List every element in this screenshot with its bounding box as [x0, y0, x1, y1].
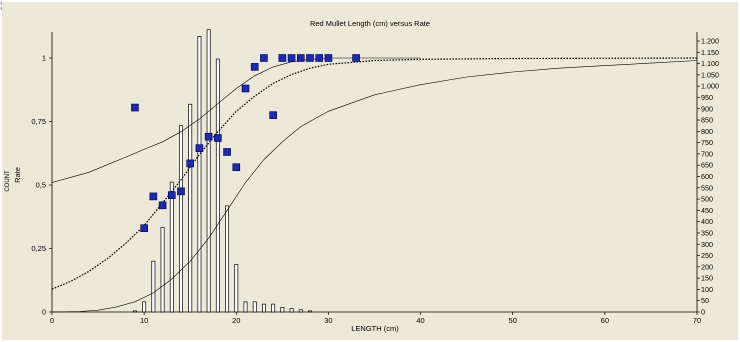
y-axis-label: Rate: [13, 167, 22, 183]
data-point: [352, 54, 360, 62]
bar: [308, 310, 312, 313]
data-point: [269, 111, 277, 119]
bar: [142, 301, 147, 313]
bar: [271, 303, 276, 313]
y-right-tick-label: 850: [701, 116, 713, 125]
clipped-axis-label: COUNT: [5, 170, 11, 192]
data-point: [315, 54, 324, 62]
axes: [49, 32, 700, 315]
data-point: [306, 54, 314, 62]
data-point: [149, 192, 158, 201]
bar: [252, 301, 257, 313]
data-point: [287, 54, 296, 62]
y-right-tick-label: 100: [701, 285, 713, 294]
bar-series: [132, 29, 312, 313]
data-point: [131, 103, 139, 112]
y-right-tick-label: 600: [701, 172, 713, 181]
bar: [215, 58, 220, 313]
data-point: [278, 54, 287, 62]
y-right-tick-label: 1.000: [701, 82, 719, 91]
y-left-tick-label: 0,75: [31, 117, 46, 126]
bar: [298, 309, 303, 313]
data-point: [186, 159, 195, 168]
bar: [289, 308, 294, 313]
y-right-tick-label: 350: [701, 228, 713, 237]
y-left-tick-label: 0,5: [36, 181, 46, 190]
bar: [206, 29, 211, 313]
bar: [234, 264, 239, 313]
y-right-tick-label: 550: [701, 183, 713, 192]
bar: [169, 181, 174, 313]
data-point: [140, 224, 148, 232]
y-right-tick-label: 400: [701, 217, 713, 226]
y-right-tick-label: 950: [701, 93, 713, 102]
point-series: [131, 54, 360, 232]
bar: [197, 36, 202, 313]
x-axis-label: LENGTH (cm): [351, 324, 399, 333]
x-tick-label: 70: [693, 316, 701, 325]
bar: [225, 205, 230, 313]
x-tick-label: 10: [140, 316, 148, 325]
tick-labels: 0 10 20 30 40 50 60 7000,250,50,751050100150200…: [31, 37, 719, 326]
y-right-tick-label: 1.200: [701, 37, 719, 46]
y-right-tick-label: 750: [701, 138, 713, 147]
y-right-tick-label: 250: [701, 251, 713, 260]
x-tick-label: 0: [50, 316, 54, 325]
y-left-tick-label: 1: [42, 54, 46, 63]
data-point: [241, 84, 250, 93]
y-right-tick-label: 1.150: [701, 48, 719, 57]
y-right-tick-label: 500: [701, 195, 713, 204]
data-point: [204, 132, 213, 141]
bar: [179, 125, 183, 313]
data-point: [324, 54, 333, 62]
chart-title: Red Mullet Length (cm) versus Rate: [310, 19, 430, 28]
y-left-tick-label: 0: [42, 308, 46, 317]
bar: [151, 260, 156, 313]
curve-series: [51, 57, 698, 313]
data-point: [214, 134, 222, 142]
x-tick-label: 30: [324, 316, 332, 325]
bar: [160, 226, 165, 313]
y-right-tick-label: 650: [701, 161, 713, 170]
fitted-curve: [51, 57, 698, 290]
bar: [243, 301, 248, 313]
y-right-tick-label: 1.050: [701, 70, 719, 79]
data-point: [223, 148, 231, 156]
y-right-tick-label: 150: [701, 274, 713, 283]
y-right-tick-label: 300: [701, 240, 713, 249]
corner-mark: ¦: [0, 0, 3, 10]
y-left-tick-label: 0,25: [31, 244, 46, 253]
y-right-tick-label: 900: [701, 104, 713, 113]
x-tick-label: 60: [601, 316, 609, 325]
data-point: [260, 54, 268, 62]
y-right-tick-label: 450: [701, 206, 713, 215]
y-right-tick-label: 50: [701, 296, 709, 305]
confidence-curve: [51, 60, 698, 313]
data-point: [296, 54, 305, 62]
y-right-tick-label: 800: [701, 127, 713, 136]
data-point: [250, 63, 259, 71]
data-point: [232, 163, 241, 172]
bar: [280, 307, 285, 313]
data-point: [167, 191, 176, 199]
y-right-tick-label: 200: [701, 262, 713, 271]
x-tick-label: 40: [416, 316, 424, 325]
data-point: [195, 144, 204, 152]
bar: [188, 103, 193, 313]
y-right-tick-label: 0: [701, 308, 705, 317]
bar: [261, 303, 266, 313]
x-tick-label: 50: [509, 316, 517, 325]
y-right-tick-label: 700: [701, 149, 713, 158]
data-point: [177, 187, 185, 196]
bar: [132, 310, 137, 313]
data-point: [158, 201, 167, 210]
x-tick-label: 20: [232, 316, 240, 325]
y-right-tick-label: 1.100: [701, 59, 719, 68]
